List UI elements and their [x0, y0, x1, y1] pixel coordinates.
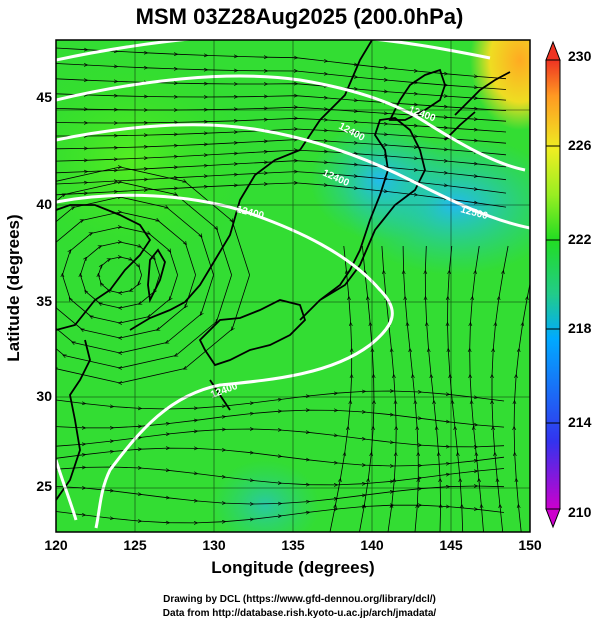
credit-data: Data from http://database.rish.kyoto-u.a… — [162, 608, 437, 619]
x-axis-label: Longitude (degrees) — [211, 558, 375, 577]
map-title: MSM 03Z28Aug2025 (200.0hPa) — [135, 4, 464, 29]
colorbar-tick-label: 218 — [568, 320, 592, 336]
lat-lon-grid — [56, 40, 530, 532]
colorbar-tick-label: 222 — [568, 231, 592, 247]
x-tick-label: 150 — [518, 537, 542, 553]
y-tick-label: 30 — [36, 388, 52, 404]
x-tick-label: 140 — [360, 537, 384, 553]
streamline — [56, 467, 505, 485]
streamline — [56, 167, 250, 383]
colorbar-tick-label: 226 — [568, 137, 592, 153]
colorbar-tick-label: 214 — [568, 414, 592, 430]
colorbar-tick-label: 230 — [568, 48, 592, 64]
colorbar — [545, 40, 561, 529]
streamline — [492, 245, 509, 532]
streamline — [56, 429, 505, 447]
y-tick-label: 40 — [36, 196, 52, 212]
streamline — [56, 391, 505, 409]
map-frame — [55, 39, 531, 533]
streamline — [56, 448, 505, 466]
streamline — [56, 410, 505, 428]
streamline — [514, 246, 530, 532]
geopotential-contours — [56, 40, 530, 529]
y-tick-label: 25 — [36, 478, 52, 494]
y-axis-label: Latitude (degrees) — [4, 214, 23, 362]
x-tick-label: 145 — [439, 537, 463, 553]
y-tick-label: 35 — [36, 293, 52, 309]
y-tick-label: 45 — [36, 89, 52, 105]
streamline — [470, 245, 484, 532]
streamline — [56, 129, 507, 144]
x-tick-label: 130 — [202, 537, 226, 553]
x-tick-label: 125 — [123, 537, 147, 553]
x-tick-label: 135 — [281, 537, 305, 553]
coastlines — [56, 40, 511, 501]
colorbar-tick-label: 210 — [568, 504, 592, 520]
streamline — [56, 505, 505, 523]
x-tick-label: 120 — [44, 537, 68, 553]
credit-drawing: Drawing by DCL (https://www.gfd-dennou.o… — [163, 594, 436, 605]
